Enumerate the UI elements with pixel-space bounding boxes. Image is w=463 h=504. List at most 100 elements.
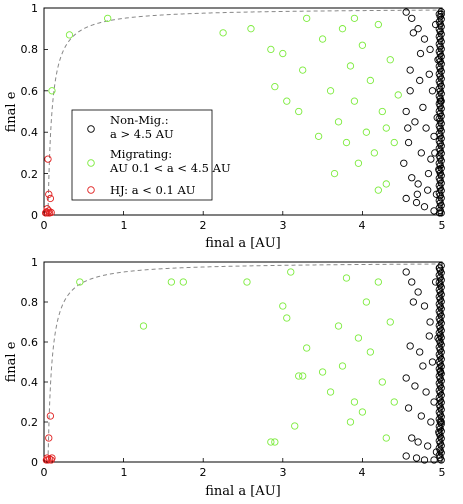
top-y-tick-0: 0 <box>31 209 38 222</box>
top-series-0-marker <box>411 118 419 126</box>
legend: Non-Mig.: a > 4.5 AU Migrating: AU 0.1 <… <box>71 109 231 201</box>
top-x-tick-1: 1 <box>121 219 128 232</box>
legend-migrating-line1: Migrating: <box>110 147 172 161</box>
top-nonmig-edge-marker <box>435 10 443 18</box>
top-nonmig-edge-marker <box>435 47 443 56</box>
top-nonmig-edge-marker <box>435 62 443 71</box>
top-y-tick-3: 0.6 <box>21 85 39 98</box>
top-series-0-marker <box>408 174 416 182</box>
top-series-1-marker <box>366 76 375 85</box>
bottom-nonmig-edge-marker <box>435 307 443 315</box>
bottom-series-0-marker <box>408 278 416 286</box>
top-series-1-marker <box>382 124 390 132</box>
bottom-nonmig-edge-marker <box>435 271 443 279</box>
bottom-panel: 0 0.2 0.4 0.6 0.8 1 0 1 2 3 4 5 final a … <box>4 256 446 499</box>
top-series-1-marker <box>386 56 394 64</box>
top-series-1-marker <box>219 29 227 37</box>
bottom-series-0-marker <box>408 434 416 442</box>
top-series-1-marker <box>334 118 343 126</box>
top-series-0-marker <box>437 10 445 18</box>
top-nonmig-edge-marker <box>437 8 445 16</box>
top-series-0-marker <box>414 25 422 33</box>
top-x-tick-2: 2 <box>200 219 207 232</box>
bottom-series-1-marker <box>287 268 295 276</box>
top-series-0-marker <box>417 149 425 157</box>
bottom-series-1-marker <box>283 314 291 322</box>
bottom-series-0-marker <box>432 448 441 456</box>
top-series-0-marker <box>406 87 414 95</box>
legend-non-migrating-line1: Non-Mig.: <box>110 113 169 127</box>
top-series-1-marker <box>330 169 339 178</box>
bottom-nonmig-edge-marker <box>437 261 445 270</box>
bottom-series-0-marker <box>404 404 413 412</box>
top-series-0-marker <box>400 159 408 167</box>
bottom-nonmig-edge-marker <box>435 357 443 366</box>
bottom-series-0-marker <box>430 398 438 406</box>
bottom-series-0-marker <box>420 456 429 464</box>
bottom-nonmig-edge-marker <box>435 343 443 351</box>
top-series-0-marker <box>426 45 434 54</box>
top-series-0-marker <box>431 149 439 157</box>
bottom-x-tick-4: 4 <box>359 466 366 479</box>
bottom-x-axis-label: final a [AU] <box>205 484 280 499</box>
bottom-nonmig-edge-marker <box>435 285 443 294</box>
legend-migrating-line2: AU 0.1 < a < 4.5 AU <box>109 161 231 175</box>
bottom-series-0-marker <box>426 318 434 326</box>
bottom-series-1-marker <box>366 348 375 356</box>
bottom-series-0-marker <box>406 342 414 350</box>
bottom-nonmig-edge-marker <box>435 437 443 445</box>
bottom-nonmig-edge-marker <box>435 329 443 337</box>
top-series-1-marker <box>350 97 359 105</box>
top-series-0-marker <box>419 103 427 112</box>
top-series-1-marker <box>326 87 335 95</box>
top-series-1-marker <box>382 180 390 188</box>
bottom-x-tick-3: 3 <box>280 466 287 479</box>
bottom-series-0-marker <box>427 418 435 426</box>
top-series-0-marker <box>436 97 445 105</box>
top-x-tick-4: 4 <box>359 219 366 232</box>
bottom-series-0-marker <box>414 288 422 296</box>
bottom-series-1-marker <box>139 322 148 330</box>
top-series-1-marker <box>362 128 371 136</box>
bottom-x-tick-1: 1 <box>121 466 128 479</box>
top-series-1-marker <box>390 138 398 147</box>
top-y-tick-2: 0.4 <box>21 126 39 139</box>
top-series-0-marker <box>435 209 444 217</box>
top-series-0-marker <box>402 194 410 203</box>
bottom-x-tick-5: 5 <box>439 466 446 479</box>
bottom-series-2-marker <box>44 456 52 464</box>
top-series-0-marker <box>422 124 430 132</box>
bottom-series-0-marker <box>435 264 444 272</box>
top-series-1-marker <box>342 138 351 147</box>
bottom-series-0-marker <box>435 428 443 436</box>
top-series-0-marker <box>402 8 410 16</box>
top-series-0-marker <box>412 198 421 207</box>
top-markers <box>41 8 445 217</box>
top-series-1-marker <box>267 45 275 54</box>
bottom-nonmig-edge-marker <box>435 336 443 344</box>
top-nonmig-edge-marker <box>435 77 443 85</box>
top-series-1-marker <box>378 107 386 116</box>
bottom-series-1-marker <box>358 408 367 416</box>
top-nonmig-edge-marker <box>435 181 443 190</box>
bottom-series-0-marker <box>414 438 422 446</box>
legend-marker-migrating <box>87 159 95 167</box>
legend-box <box>71 109 213 201</box>
top-nonmig-edge-marker <box>435 70 443 78</box>
bottom-series-0-marker <box>430 456 438 464</box>
top-series-1-marker <box>374 186 382 194</box>
bottom-nonmig-edge-marker <box>435 321 443 330</box>
bottom-series-1-marker <box>346 418 355 426</box>
bottom-x-tick-0: 0 <box>41 466 48 479</box>
top-reference-curve <box>47 9 442 208</box>
top-series-2-marker <box>45 190 53 198</box>
bottom-series-0-marker <box>411 382 419 390</box>
top-nonmig-edge-marker <box>435 40 443 48</box>
bottom-series-0-marker <box>402 268 410 276</box>
bottom-nonmig-edge-marker <box>435 379 443 387</box>
bottom-series-2-marker <box>46 412 55 420</box>
top-series-0-marker <box>416 76 424 85</box>
top-series-0-marker <box>416 49 425 58</box>
bottom-series-1-marker <box>350 398 359 406</box>
